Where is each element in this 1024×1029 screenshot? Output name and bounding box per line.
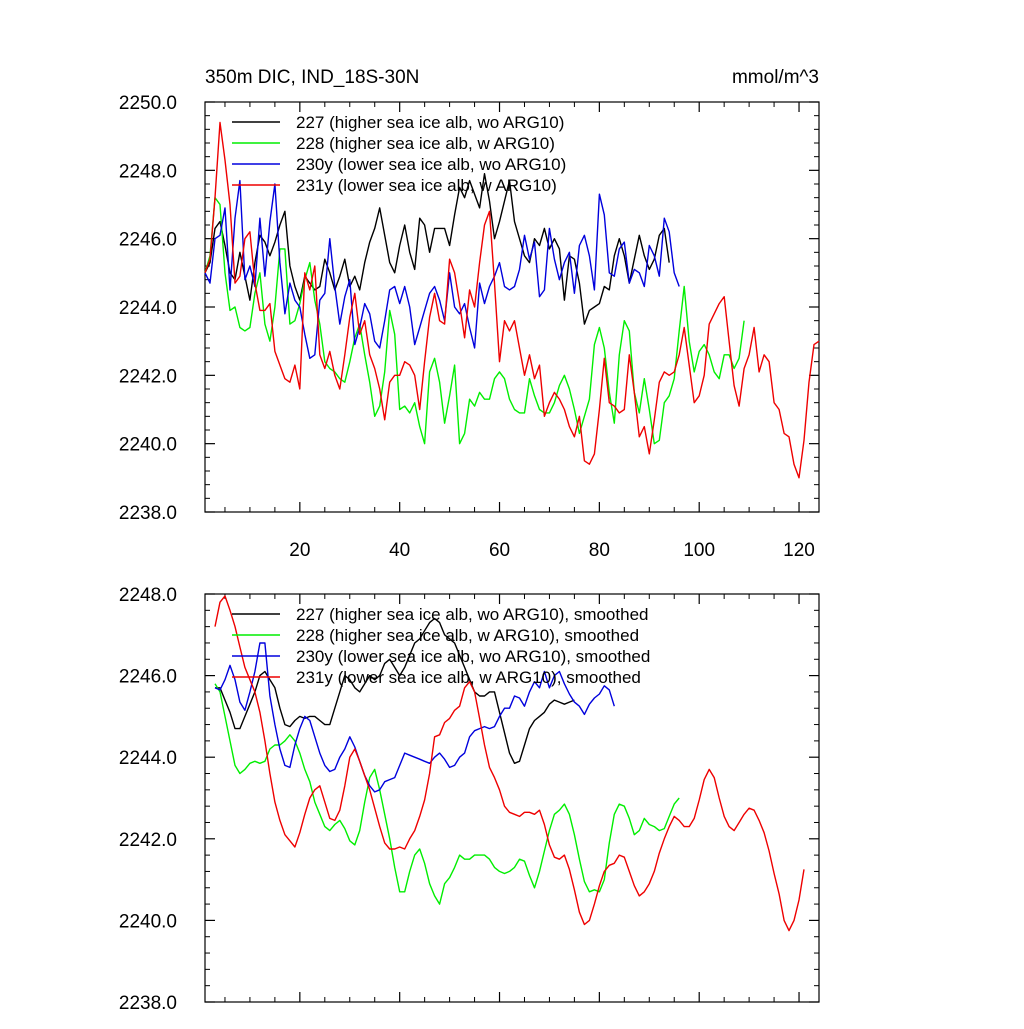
x-tick-label: 40 [389, 540, 410, 561]
series-line-2 [214, 683, 680, 905]
legend-label: 231y (lower sea ice alb, w ARG10), smoot… [296, 668, 641, 687]
y-tick-label: 2242.0 [119, 366, 177, 387]
y-tick-label: 2246.0 [119, 230, 177, 251]
units-label: mmol/m^3 [732, 67, 819, 88]
y-tick-label: 2240.0 [119, 435, 177, 456]
legend-label: 231y (lower sea ice alb, w ARG10) [296, 176, 557, 195]
legend-label: 230y (lower sea ice alb, wo ARG10), smoo… [296, 647, 650, 666]
x-tick-label: 100 [683, 540, 715, 561]
y-tick-label: 2244.0 [119, 748, 177, 769]
y-tick-label: 2248.0 [119, 585, 177, 606]
legend-label: 227 (higher sea ice alb, wo ARG10), smoo… [296, 605, 648, 624]
x-tick-label: 60 [489, 540, 510, 561]
x-tick-label: 120 [783, 540, 815, 561]
y-tick-label: 2238.0 [119, 503, 177, 524]
y-tick-label: 2238.0 [119, 993, 177, 1014]
series-line-4 [204, 121, 820, 479]
y-tick-label: 2244.0 [119, 298, 177, 319]
series-line-1 [204, 172, 670, 325]
chart-title: 350m DIC, IND_18S-30N [205, 67, 419, 88]
y-tick-label: 2246.0 [119, 667, 177, 688]
plot-frame [204, 593, 820, 1003]
y-tick-label: 2250.0 [119, 93, 177, 114]
legend-label: 228 (higher sea ice alb, w ARG10) [296, 134, 555, 153]
y-tick-label: 2242.0 [119, 830, 177, 851]
legend-label: 227 (higher sea ice alb, wo ARG10) [296, 113, 564, 132]
series-line-3 [204, 179, 680, 359]
legend-label: 228 (higher sea ice alb, w ARG10), smoot… [296, 626, 639, 645]
series-line-1 [215, 617, 575, 764]
legend-label: 230y (lower sea ice alb, wo ARG10) [296, 155, 566, 174]
y-tick-label: 2248.0 [119, 161, 177, 182]
series-line-3 [214, 642, 615, 793]
x-tick-label: 20 [289, 540, 310, 561]
panel-top: 2238.0 2240.0 2242.0 2244.0 2246.0 2248.0 2250… [119, 67, 820, 561]
y-tick-label: 2240.0 [119, 911, 177, 932]
series-line-4 [214, 595, 805, 932]
series-line-2 [204, 196, 745, 445]
x-tick-label: 80 [589, 540, 610, 561]
panel-bottom: 2238.0 2240.0 2242.0 2244.0 2246.0 2248.0 227 … [119, 585, 820, 1014]
